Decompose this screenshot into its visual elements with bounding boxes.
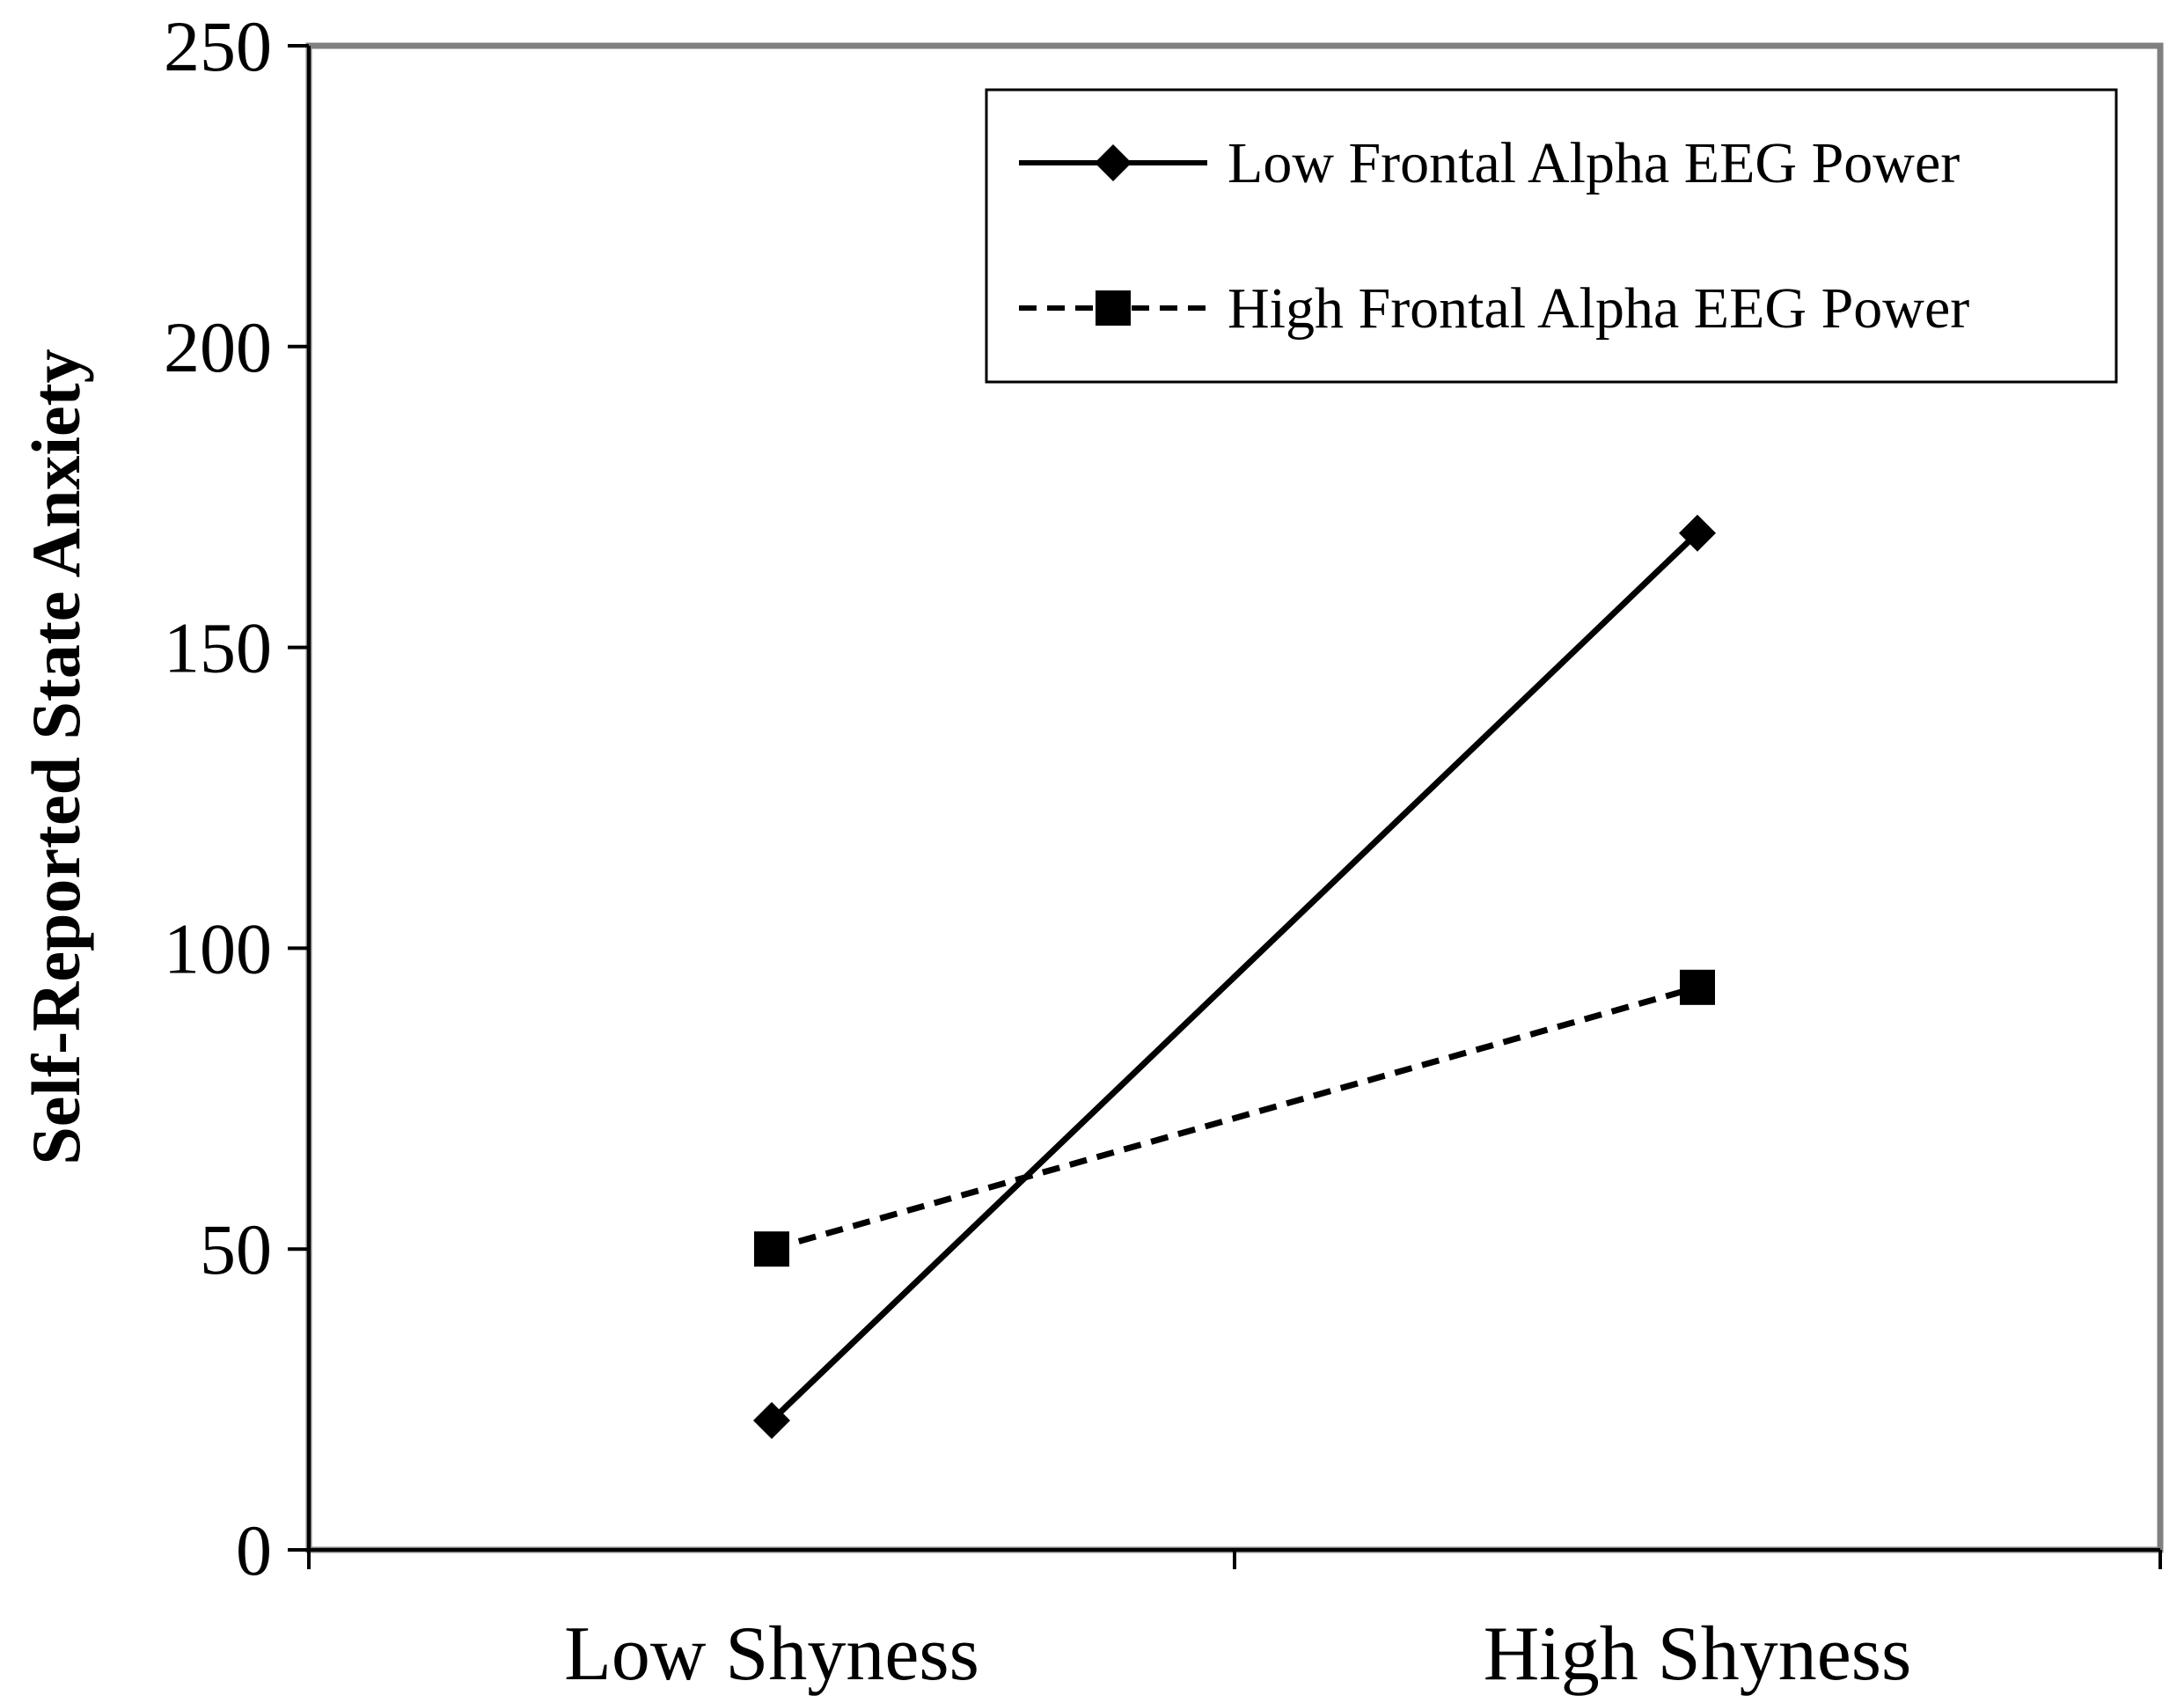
y-tick-label: 200: [164, 307, 272, 387]
legend-item: Low Frontal Alpha EEG Power: [1019, 131, 1960, 195]
x-category-label: High Shyness: [1484, 1611, 1912, 1697]
legend-marker-diamond: [1095, 144, 1132, 181]
x-category-label: Low Shyness: [564, 1611, 979, 1697]
legend-item: High Frontal Alpha EEG Power: [1019, 276, 1969, 341]
y-tick-label: 100: [164, 908, 272, 988]
series-line: [771, 984, 1698, 1252]
data-point-square: [1680, 969, 1715, 1005]
legend-items: Low Frontal Alpha EEG Power High Frontal …: [1019, 131, 1969, 341]
data-point-square: [754, 1231, 789, 1267]
data-point-diamond: [1679, 514, 1716, 552]
x-axis-ticks: [307, 1550, 2162, 1569]
series-layer: [753, 514, 1716, 1440]
series-2: [754, 969, 1715, 1267]
y-axis-ticks: 0 50 100 150 200 250: [164, 6, 309, 1590]
legend-label: High Frontal Alpha EEG Power: [1228, 276, 1969, 341]
legend: Low Frontal Alpha EEG Power High Frontal …: [985, 88, 2118, 384]
data-point-diamond: [753, 1402, 790, 1440]
legend-label: Low Frontal Alpha EEG Power: [1228, 131, 1960, 195]
series-1: [753, 514, 1716, 1440]
y-tick-label: 0: [236, 1510, 272, 1590]
legend-box: [985, 88, 2118, 384]
legend-marker-square: [1096, 290, 1131, 326]
y-tick-label: 50: [200, 1209, 272, 1289]
x-axis-labels: Low Shyness High Shyness: [564, 1611, 1911, 1697]
y-tick-label: 250: [164, 6, 272, 86]
y-axis-title: Self-Reported State Anxiety: [18, 349, 94, 1164]
series-line: [769, 531, 1700, 1423]
y-tick-label: 150: [164, 608, 272, 688]
